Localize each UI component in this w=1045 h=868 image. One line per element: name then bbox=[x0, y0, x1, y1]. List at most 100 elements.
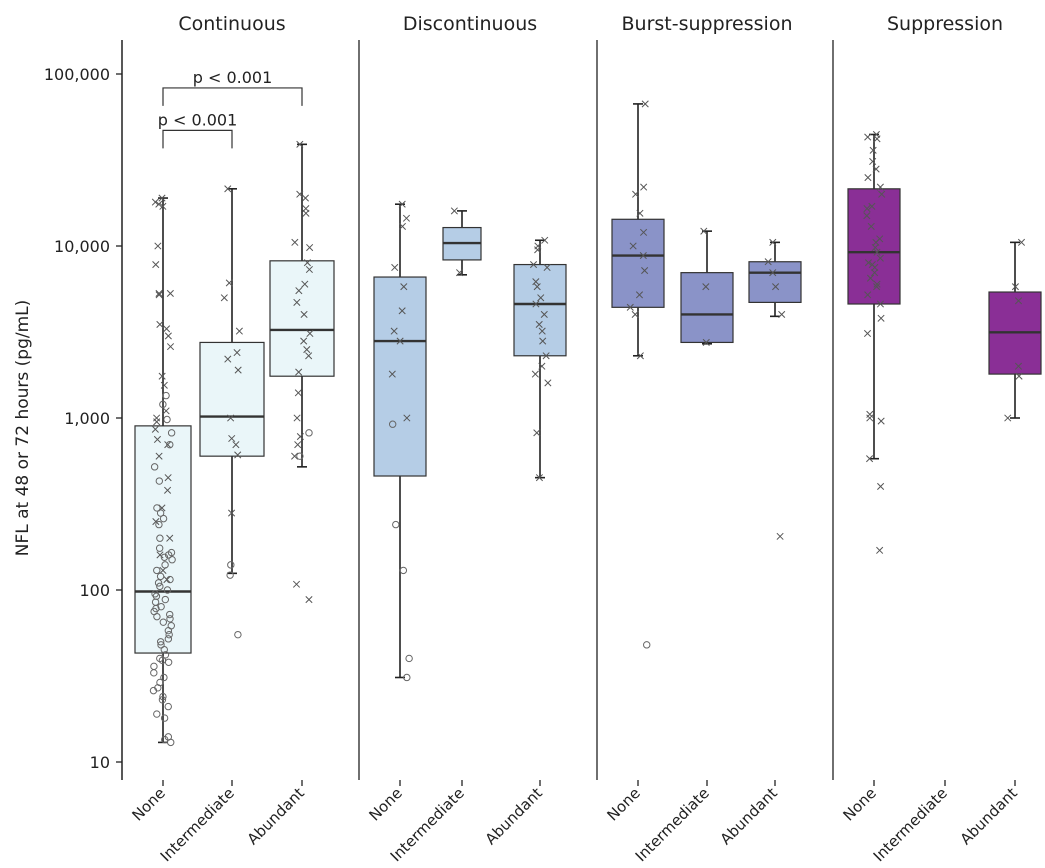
box-abundant bbox=[269, 143, 335, 468]
data-point-stroke bbox=[156, 551, 164, 559]
data-point-x bbox=[871, 243, 879, 252]
data-point-stroke bbox=[1014, 297, 1023, 305]
data-point-stroke bbox=[873, 280, 881, 288]
data-point-circle bbox=[150, 662, 158, 671]
data-point-stroke bbox=[300, 337, 308, 345]
data-point-stroke bbox=[159, 202, 167, 210]
data-point-x bbox=[539, 337, 547, 345]
data-point-circle bbox=[159, 692, 167, 701]
data-point-x bbox=[873, 283, 881, 291]
data-point-circle bbox=[153, 612, 161, 621]
data-point-stroke bbox=[402, 214, 411, 222]
data-point-stroke bbox=[869, 146, 877, 154]
data-point-stroke bbox=[301, 194, 310, 202]
data-point-x bbox=[542, 352, 550, 360]
data-point-stroke bbox=[873, 283, 881, 291]
data-point-stroke bbox=[871, 263, 879, 272]
data-point-stroke bbox=[450, 207, 458, 215]
data-point-stroke bbox=[641, 100, 649, 108]
data-point-x bbox=[456, 269, 464, 277]
data-point-x bbox=[301, 280, 309, 288]
data-point-stroke bbox=[866, 414, 874, 422]
data-point-x bbox=[151, 198, 159, 206]
data-point-stroke bbox=[1014, 362, 1023, 370]
data-point-x bbox=[293, 414, 301, 422]
data-point-circle bbox=[161, 651, 170, 659]
data-point-circle bbox=[153, 710, 161, 718]
data-point-stroke bbox=[534, 246, 542, 254]
data-point-x bbox=[772, 283, 780, 291]
iqr-box bbox=[748, 261, 802, 303]
data-point-x bbox=[152, 518, 160, 526]
data-point-x bbox=[166, 343, 175, 351]
data-point-stroke bbox=[306, 329, 314, 338]
data-point-circle bbox=[155, 544, 164, 552]
data-point-stroke bbox=[532, 300, 540, 308]
data-point-x bbox=[535, 320, 543, 328]
data-point-circle bbox=[166, 440, 174, 449]
data-point-stroke bbox=[164, 332, 172, 340]
data-point-stroke bbox=[776, 532, 784, 540]
data-point-stroke bbox=[542, 352, 550, 360]
data-point-x bbox=[294, 441, 302, 449]
data-point-stroke bbox=[864, 133, 872, 141]
data-point-x bbox=[154, 242, 162, 250]
x-tick-label: Abundant bbox=[244, 784, 308, 848]
data-point-stroke bbox=[234, 366, 242, 374]
data-point-x bbox=[234, 451, 242, 459]
data-point-stroke bbox=[878, 190, 886, 198]
data-point-x bbox=[292, 580, 301, 588]
data-point-circle bbox=[153, 566, 161, 575]
data-point-stroke bbox=[877, 482, 885, 490]
data-point-stroke bbox=[535, 320, 543, 328]
data-point-circle bbox=[234, 630, 242, 639]
data-point-circle bbox=[162, 391, 170, 400]
data-point-stroke bbox=[296, 433, 304, 441]
data-point-circle bbox=[156, 509, 165, 517]
data-point-circle bbox=[160, 673, 168, 682]
data-point-stroke bbox=[868, 202, 876, 210]
data-point-stroke bbox=[876, 183, 884, 191]
data-point-x bbox=[228, 509, 236, 517]
data-point-stroke bbox=[155, 200, 163, 208]
data-point-x bbox=[538, 362, 546, 370]
data-point-circle bbox=[161, 595, 170, 604]
data-point-stroke bbox=[233, 349, 241, 357]
data-point-x bbox=[403, 414, 411, 422]
data-point-stroke bbox=[867, 222, 875, 230]
data-point-x bbox=[295, 287, 303, 295]
y-axis-title: NFL at 48 or 72 hours (pg/mL) bbox=[13, 300, 33, 557]
box-intermediate bbox=[199, 188, 265, 575]
data-point-x bbox=[769, 238, 777, 246]
significance-bracket bbox=[162, 87, 303, 106]
data-point-x bbox=[166, 289, 174, 297]
data-point-x bbox=[398, 200, 406, 208]
y-axis: 10 100 1,000 10,000 100,000 bbox=[44, 40, 123, 780]
data-point-stroke bbox=[296, 140, 304, 148]
data-point-stroke bbox=[400, 283, 408, 291]
data-point-stroke bbox=[391, 263, 399, 272]
data-point-stroke bbox=[538, 362, 546, 370]
data-point-circle bbox=[156, 638, 165, 646]
data-point-stroke bbox=[1017, 238, 1026, 246]
data-point-x bbox=[543, 263, 551, 272]
data-point-stroke bbox=[631, 310, 639, 318]
data-point-stroke bbox=[871, 269, 879, 277]
data-point-stroke bbox=[876, 254, 884, 262]
data-point-x bbox=[293, 298, 301, 306]
data-point-stroke bbox=[295, 368, 303, 376]
data-point-circle bbox=[157, 602, 165, 611]
x-tick-label: Abundant bbox=[957, 784, 1021, 848]
data-point-x bbox=[296, 433, 304, 441]
data-point-circle bbox=[166, 610, 174, 619]
iqr-box bbox=[513, 263, 567, 357]
data-point-x bbox=[876, 546, 884, 554]
data-point-x bbox=[864, 174, 872, 182]
data-point-x bbox=[866, 274, 875, 282]
data-point-x bbox=[533, 283, 541, 291]
box-none bbox=[611, 103, 665, 357]
data-point-x bbox=[306, 329, 314, 338]
data-point-circle bbox=[388, 420, 397, 428]
data-point-x bbox=[159, 202, 167, 210]
